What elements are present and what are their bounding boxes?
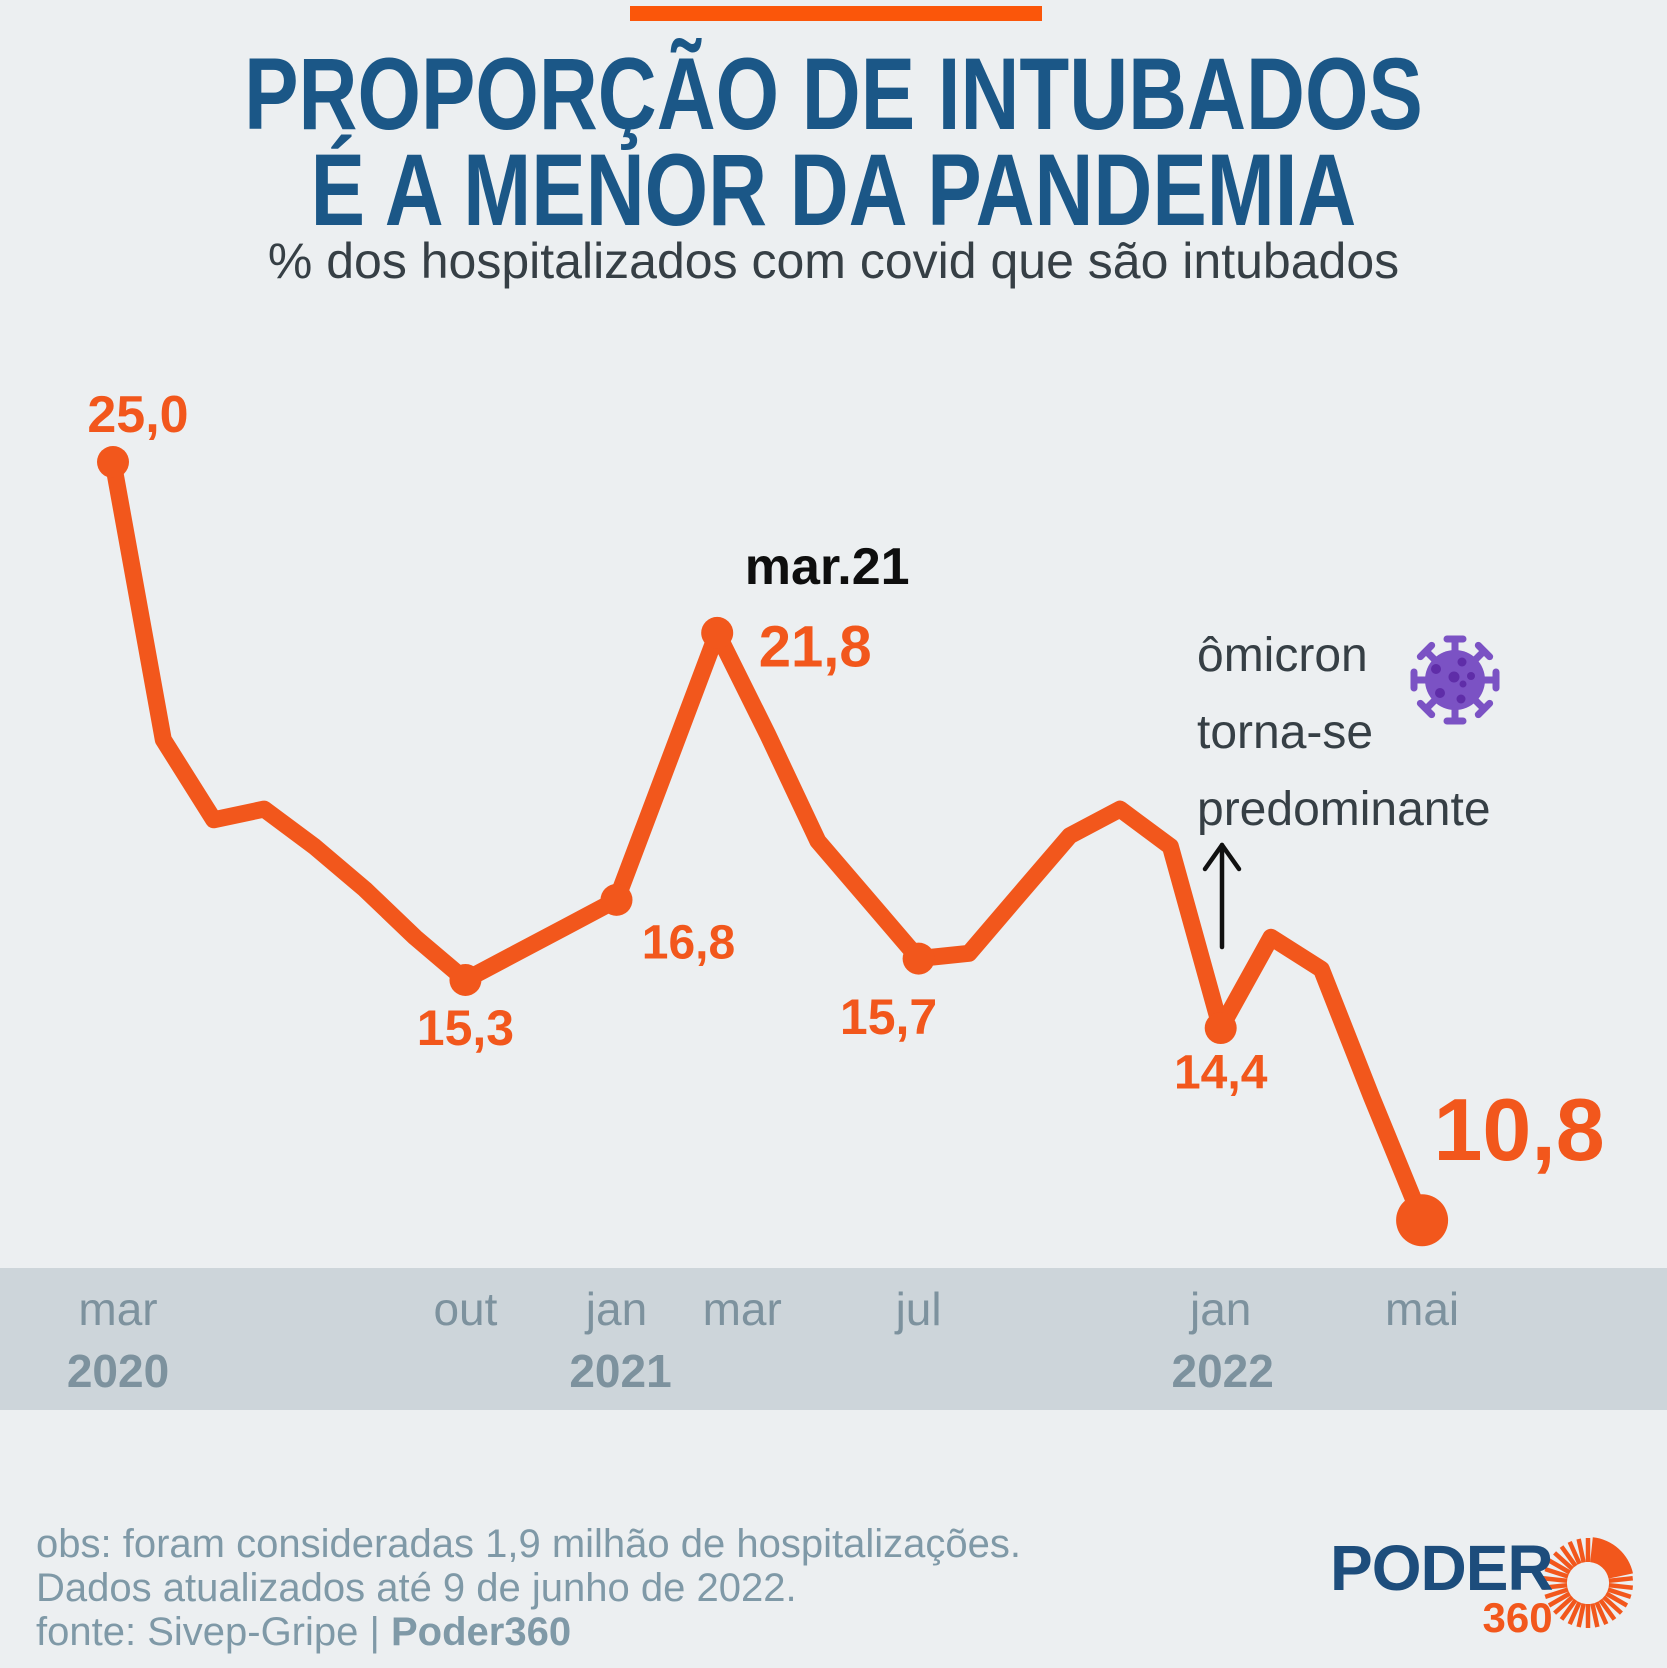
annotation-line: predominante: [1197, 783, 1491, 836]
footer-notes: obs: foram consideradas 1,9 milhão de ho…: [36, 1522, 1021, 1654]
accent-bar: [630, 6, 1042, 21]
poder360-logo-icon: [1543, 1537, 1633, 1628]
footer-update-line: Dados atualizados até 9 de junho de 2022…: [36, 1566, 797, 1610]
arrow-up-icon: [1202, 842, 1242, 950]
series-line: [97, 446, 1449, 1247]
annotation-line: torna-se: [1197, 706, 1374, 759]
annotation-line: ômicron: [1197, 629, 1368, 682]
x-axis-band: [0, 1268, 1667, 1410]
chart-subtitle: % dos hospitalizados com covid que são i…: [267, 233, 1400, 289]
poder360-logo: PODER 360: [1330, 1532, 1554, 1641]
page-title-line2: É A MENOR DA PANDEMIA: [310, 133, 1357, 247]
annotation-omicron: ômicron torna-se predominante: [1197, 617, 1491, 848]
logo-360-text: 360: [1482, 1594, 1553, 1641]
footer-source-line: fonte: Sivep-Gripe | Poder360: [36, 1610, 1021, 1654]
virus-icon: [1410, 635, 1500, 725]
footer-obs-line: obs: foram consideradas 1,9 milhão de ho…: [36, 1522, 1021, 1566]
page-title-line1: PROPORÇÃO DE INTUBADOS: [244, 37, 1423, 151]
footer-source-prefix: fonte: Sivep-Gripe |: [36, 1610, 391, 1654]
page-title: PROPORÇÃO DE INTUBADOS É A MENOR DA PAND…: [0, 37, 1667, 247]
footer-source-brand: Poder360: [391, 1610, 572, 1654]
logo-poder-text: PODER: [1330, 1532, 1554, 1604]
